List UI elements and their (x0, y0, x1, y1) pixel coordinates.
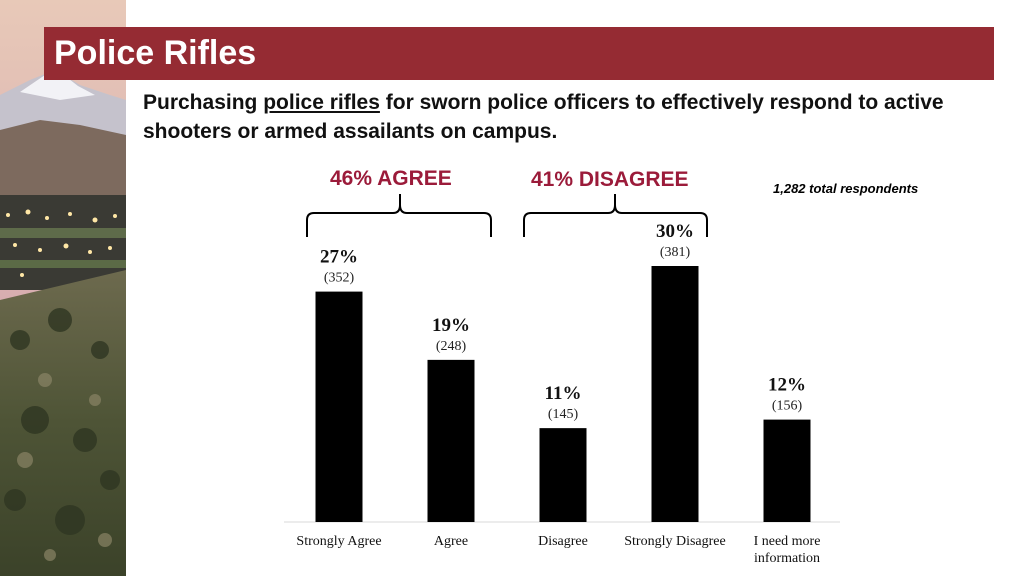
value-label: 30% (656, 221, 694, 242)
category-label: Strongly Agree (296, 534, 381, 549)
agree-brace (306, 194, 492, 237)
value-label: 12% (768, 375, 806, 396)
category-label: Disagree (538, 534, 588, 549)
count-label: (156) (772, 399, 803, 414)
count-label: (352) (324, 271, 355, 286)
question-highlight: police rifles (263, 91, 380, 114)
category-label: information (754, 551, 820, 566)
bar-3 (539, 428, 587, 522)
respondents-count: 1,282 total respondents (773, 181, 919, 196)
disagree-brace (523, 194, 708, 237)
category-label: I need more (754, 534, 821, 549)
disagree-summary-label: 41% DISAGREE (531, 168, 689, 191)
agree-summary-label: 46% AGREE (330, 167, 452, 190)
bar-4 (651, 266, 699, 522)
title-bar: Police Rifles (44, 27, 994, 80)
count-label: (248) (436, 339, 467, 354)
category-label: Agree (434, 534, 468, 549)
campus-photo (0, 0, 126, 576)
bar-5 (763, 419, 811, 522)
count-label: (381) (660, 245, 691, 260)
value-label: 19% (432, 315, 470, 336)
bar-1 (315, 291, 363, 522)
value-label: 11% (545, 383, 582, 404)
bar-2 (427, 359, 475, 522)
value-label: 27% (320, 247, 358, 268)
question-suffix: for sworn police officers to effectively… (143, 91, 944, 143)
question-text: Purchasing police rifles for sworn polic… (143, 88, 963, 146)
question-prefix: Purchasing (143, 91, 264, 114)
count-label: (145) (548, 407, 579, 422)
slide-title: Police Rifles (54, 34, 257, 72)
category-label: Strongly Disagree (624, 534, 725, 549)
